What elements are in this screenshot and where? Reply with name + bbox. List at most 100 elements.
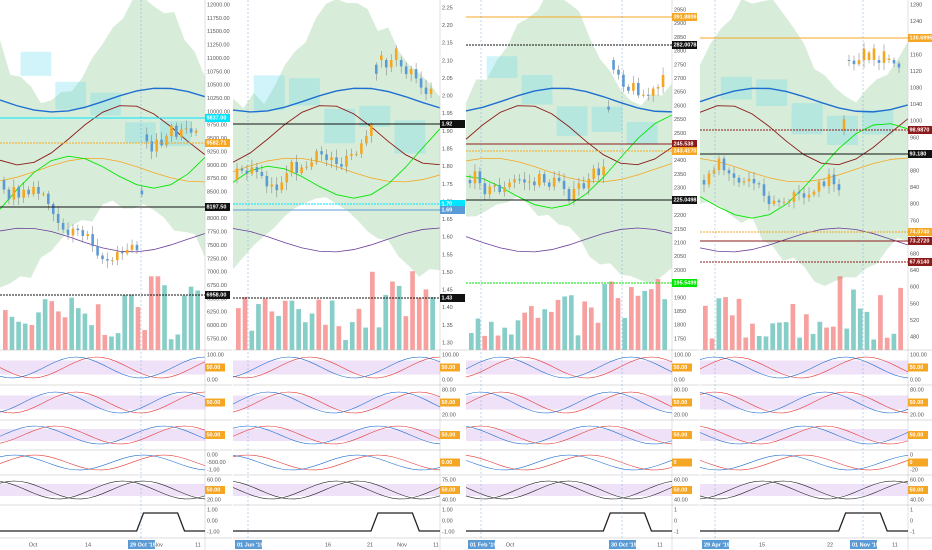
candle-body [852,60,856,65]
price-label: 11250.00 [207,43,230,49]
oscillator-line [465,425,673,445]
candle-body [717,158,721,171]
volume-bar [529,306,534,350]
oscillator-line [232,391,441,414]
volume-bar [502,327,507,350]
candle-body [429,88,433,95]
oscillator-line [0,391,206,414]
volume-bar [891,333,897,350]
price-tag: 130.6995 [910,35,932,41]
volume-bar [276,315,281,350]
price-label: 10250.00 [207,96,230,102]
oscillator-line [232,480,441,500]
pane-label: 100.00 [910,352,927,358]
pane-tag: 50.00 [910,487,924,493]
oscillator-line [0,391,206,414]
pane-label: 1 [674,507,677,513]
volume-bar [56,311,61,350]
date-tag: 01 Feb '19 [470,542,496,548]
volume-bar [898,287,903,350]
bollinger-band [466,0,672,285]
volume-bar [555,299,561,350]
candle-body [379,55,383,60]
pane-band [466,395,672,410]
price-label: 1160 [910,52,922,58]
candle-body [235,168,239,180]
pane-label: 20.00 [910,412,924,418]
candle-body [2,180,6,190]
candle-body [280,182,284,191]
pane-label: 1 [910,507,913,513]
price-label: 2800 [674,49,686,55]
pane-label: 60.00 [207,477,221,483]
pane-tag: 0 [910,460,913,466]
candle-body [330,157,333,161]
volume-bar [602,284,607,350]
oscillator-line [0,454,206,471]
volume-bar [109,336,114,350]
pane-band [700,395,908,410]
price-label: 800 [910,202,919,208]
volume-bar [349,322,355,350]
volume-bar [884,337,890,350]
price-label: 9000.00 [207,163,227,169]
pane-label: 0.00 [910,377,921,383]
candle-body [513,179,516,183]
candle-body [260,171,264,176]
volume-bar [16,321,21,350]
cloud-block [862,110,894,135]
volume-bar [69,297,74,350]
candle-body [817,181,821,192]
pane-tag: 50.00 [910,432,924,438]
oscillator-line [465,356,673,379]
volume-bar [242,297,248,350]
volume-bar [42,299,48,350]
indicator-line [699,105,909,166]
candle-body [651,88,655,96]
volume-bar [635,295,641,350]
bollinger-band [0,0,205,288]
price-label: 1.30 [442,340,453,346]
volume-bar [475,318,481,350]
price-tag: 74.0740 [910,229,930,235]
oscillator-line [232,454,441,471]
volume-bar [370,271,375,350]
date-label: Nov [397,542,407,548]
price-label: 2400 [674,158,686,164]
candle-body [389,60,393,68]
candle-body [255,167,259,172]
volume-bar [262,298,268,350]
oscillator-line [232,480,441,500]
price-tag-bg [908,228,932,236]
oscillator-line [699,454,909,471]
price-label: 2.05 [442,76,453,82]
volume-bar [329,300,335,350]
candle-body [404,66,408,75]
volume-bar [236,308,241,350]
pane-label: 0.00 [207,452,218,458]
candle-body [847,60,851,61]
volume-bar [622,317,627,350]
oscillator-line [232,425,441,445]
candle-body [727,170,731,174]
cloud-block [324,108,356,144]
price-tag: 1.70 [442,201,453,207]
oscillator-line [700,512,908,532]
volume-bar [410,271,415,350]
volume-bar [770,323,776,350]
price-label: 2.25 [442,5,453,11]
candle-body [762,184,766,196]
pane-tag: 50.00 [207,400,221,406]
price-tag: 98.9870 [910,127,930,133]
volume-bar [482,335,487,350]
price-tag: 1.43 [442,295,453,301]
price-tag-bg [908,258,932,266]
price-tag: 1.92 [442,121,453,127]
candle-body [419,78,423,88]
volume-bar [62,317,68,350]
pane-band [700,484,908,496]
candle-body [17,186,21,198]
price-label: 2200 [674,213,686,219]
volume-bar [522,312,527,350]
candle-body [742,181,746,183]
